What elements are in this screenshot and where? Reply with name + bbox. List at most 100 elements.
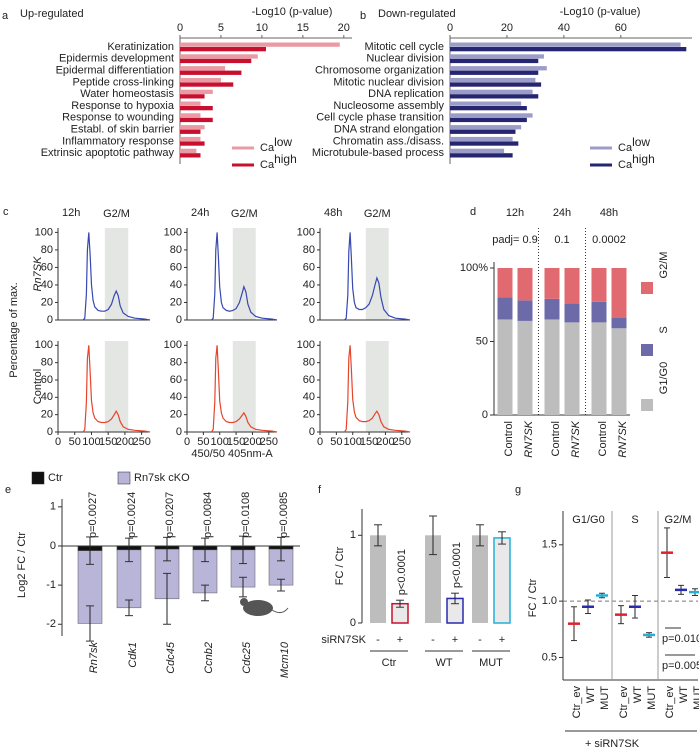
group-label: MUT xyxy=(479,657,503,669)
x-tick-label: 50 xyxy=(330,436,342,448)
category-label: Response to hypoxia xyxy=(71,100,175,112)
axis-title: 450/50 405nm-A xyxy=(191,448,273,460)
y-tick-label: 40 xyxy=(303,391,315,403)
y-tick-label: 0 xyxy=(309,314,315,326)
y-tick-label: 0 xyxy=(350,617,356,629)
category-label: DNA replication xyxy=(368,88,444,100)
row-label: Control xyxy=(32,369,44,404)
y-tick-label: 20 xyxy=(303,409,315,421)
p-label: p=0.0024 xyxy=(126,492,138,538)
y-tick-label: 100% xyxy=(460,262,488,274)
axis-title: -Log10 (p-value) xyxy=(252,6,333,18)
legend-text: Ca xyxy=(618,159,633,171)
category-label: Water homeostasis xyxy=(80,88,174,100)
x-tick-label: 0 xyxy=(177,22,183,34)
bar xyxy=(450,58,539,64)
y-tick-label: 0 xyxy=(47,314,53,326)
category-label: WT xyxy=(585,686,597,703)
bar xyxy=(450,113,533,118)
bar-segment xyxy=(544,319,560,415)
axis-title: FC / Ctr xyxy=(334,546,346,585)
y-tick-label: 40 xyxy=(170,279,182,291)
x-tick-label: 250 xyxy=(132,436,150,448)
y-tick-label: 0 xyxy=(309,426,315,438)
legend-sup: high xyxy=(632,152,655,166)
bar-segment xyxy=(517,300,533,321)
y-tick-label: 100 xyxy=(35,339,53,351)
bar xyxy=(450,42,681,47)
bar-segment xyxy=(591,322,607,415)
y-tick-label: 100 xyxy=(297,339,315,351)
category-label: MUT xyxy=(599,686,611,710)
bar-segment xyxy=(564,303,580,323)
category-label: Establ. of skin barrier xyxy=(71,124,175,136)
x-tick-label: 200 xyxy=(376,436,394,448)
category-label: Epidermal differentiation xyxy=(56,65,174,77)
x-tick-label: 50 xyxy=(69,436,81,448)
panel-letter: a xyxy=(2,10,9,22)
x-tick-label: 0 xyxy=(55,436,61,448)
bar xyxy=(450,66,547,71)
legend-text: Ca xyxy=(618,142,633,154)
y-tick-label: 1 xyxy=(350,529,356,541)
y-tick-label: 0 xyxy=(176,314,182,326)
category-label: Ccnb2 xyxy=(203,642,215,674)
bar-segment xyxy=(544,268,560,299)
x-tick-label: 5 xyxy=(218,22,224,34)
category-label: Nuclear division xyxy=(366,53,444,65)
y-tick-label: 80 xyxy=(41,244,53,256)
section-title: G1/G0 xyxy=(572,514,604,526)
bar-segment xyxy=(591,301,607,323)
bar xyxy=(180,94,205,99)
category-label: Inflammatory response xyxy=(62,135,174,147)
p-label: p=0.0207 xyxy=(164,492,176,538)
y-tick-label: 100 xyxy=(297,226,315,238)
histogram-curve xyxy=(343,345,411,433)
y-tick-label: 40 xyxy=(170,391,182,403)
bar xyxy=(180,66,226,71)
axis-title: Log2 FC / Ctr xyxy=(16,532,28,598)
category-label: Control xyxy=(550,421,562,456)
histogram-curve xyxy=(210,345,278,433)
category-label: - xyxy=(478,634,482,646)
y-tick-label: 40 xyxy=(303,279,315,291)
bar xyxy=(180,136,201,142)
mouse-tail xyxy=(271,607,289,614)
legend-label: Rn7sk cKO xyxy=(134,472,190,484)
category-label: Mitotic cell cycle xyxy=(365,41,444,53)
gate xyxy=(232,228,256,320)
x-tick-label: 100 xyxy=(82,436,100,448)
category-label: Extrinsic apoptotic pathway xyxy=(41,147,175,159)
x-tick-label: 50 xyxy=(197,436,209,448)
legend-label: Calow xyxy=(618,135,650,154)
bar xyxy=(180,129,201,134)
x-tick-label: 60 xyxy=(615,22,627,34)
category-label: RN7SK xyxy=(570,420,582,457)
mouse-icon xyxy=(240,598,289,616)
column-title: 12h xyxy=(62,207,80,219)
y-tick-label: 60 xyxy=(170,374,182,386)
category-label: Epidermis development xyxy=(59,53,174,65)
group-title: 12h xyxy=(506,207,524,219)
y-tick-label: 0 xyxy=(176,426,182,438)
bar xyxy=(450,117,527,123)
panel-letter: b xyxy=(360,10,366,22)
y-tick-label: 80 xyxy=(303,244,315,256)
legend-swatch xyxy=(641,399,653,411)
bar xyxy=(180,89,213,94)
category-label: WT xyxy=(632,686,644,703)
chart-title: Down-regulated xyxy=(378,8,456,20)
bar xyxy=(180,141,205,146)
x-tick-label: 250 xyxy=(260,436,278,448)
y-tick-label: 50 xyxy=(476,335,488,347)
bar-segment xyxy=(611,268,627,318)
category-label: - xyxy=(431,634,435,646)
x-tick-label: 0 xyxy=(317,436,323,448)
p-label: p<0.0001 xyxy=(451,542,463,588)
y-tick-label: 20 xyxy=(170,409,182,421)
group-title: 24h xyxy=(553,207,571,219)
y-tick-label: 0 xyxy=(47,426,53,438)
bar xyxy=(180,70,242,75)
group-label: WT xyxy=(435,657,452,669)
